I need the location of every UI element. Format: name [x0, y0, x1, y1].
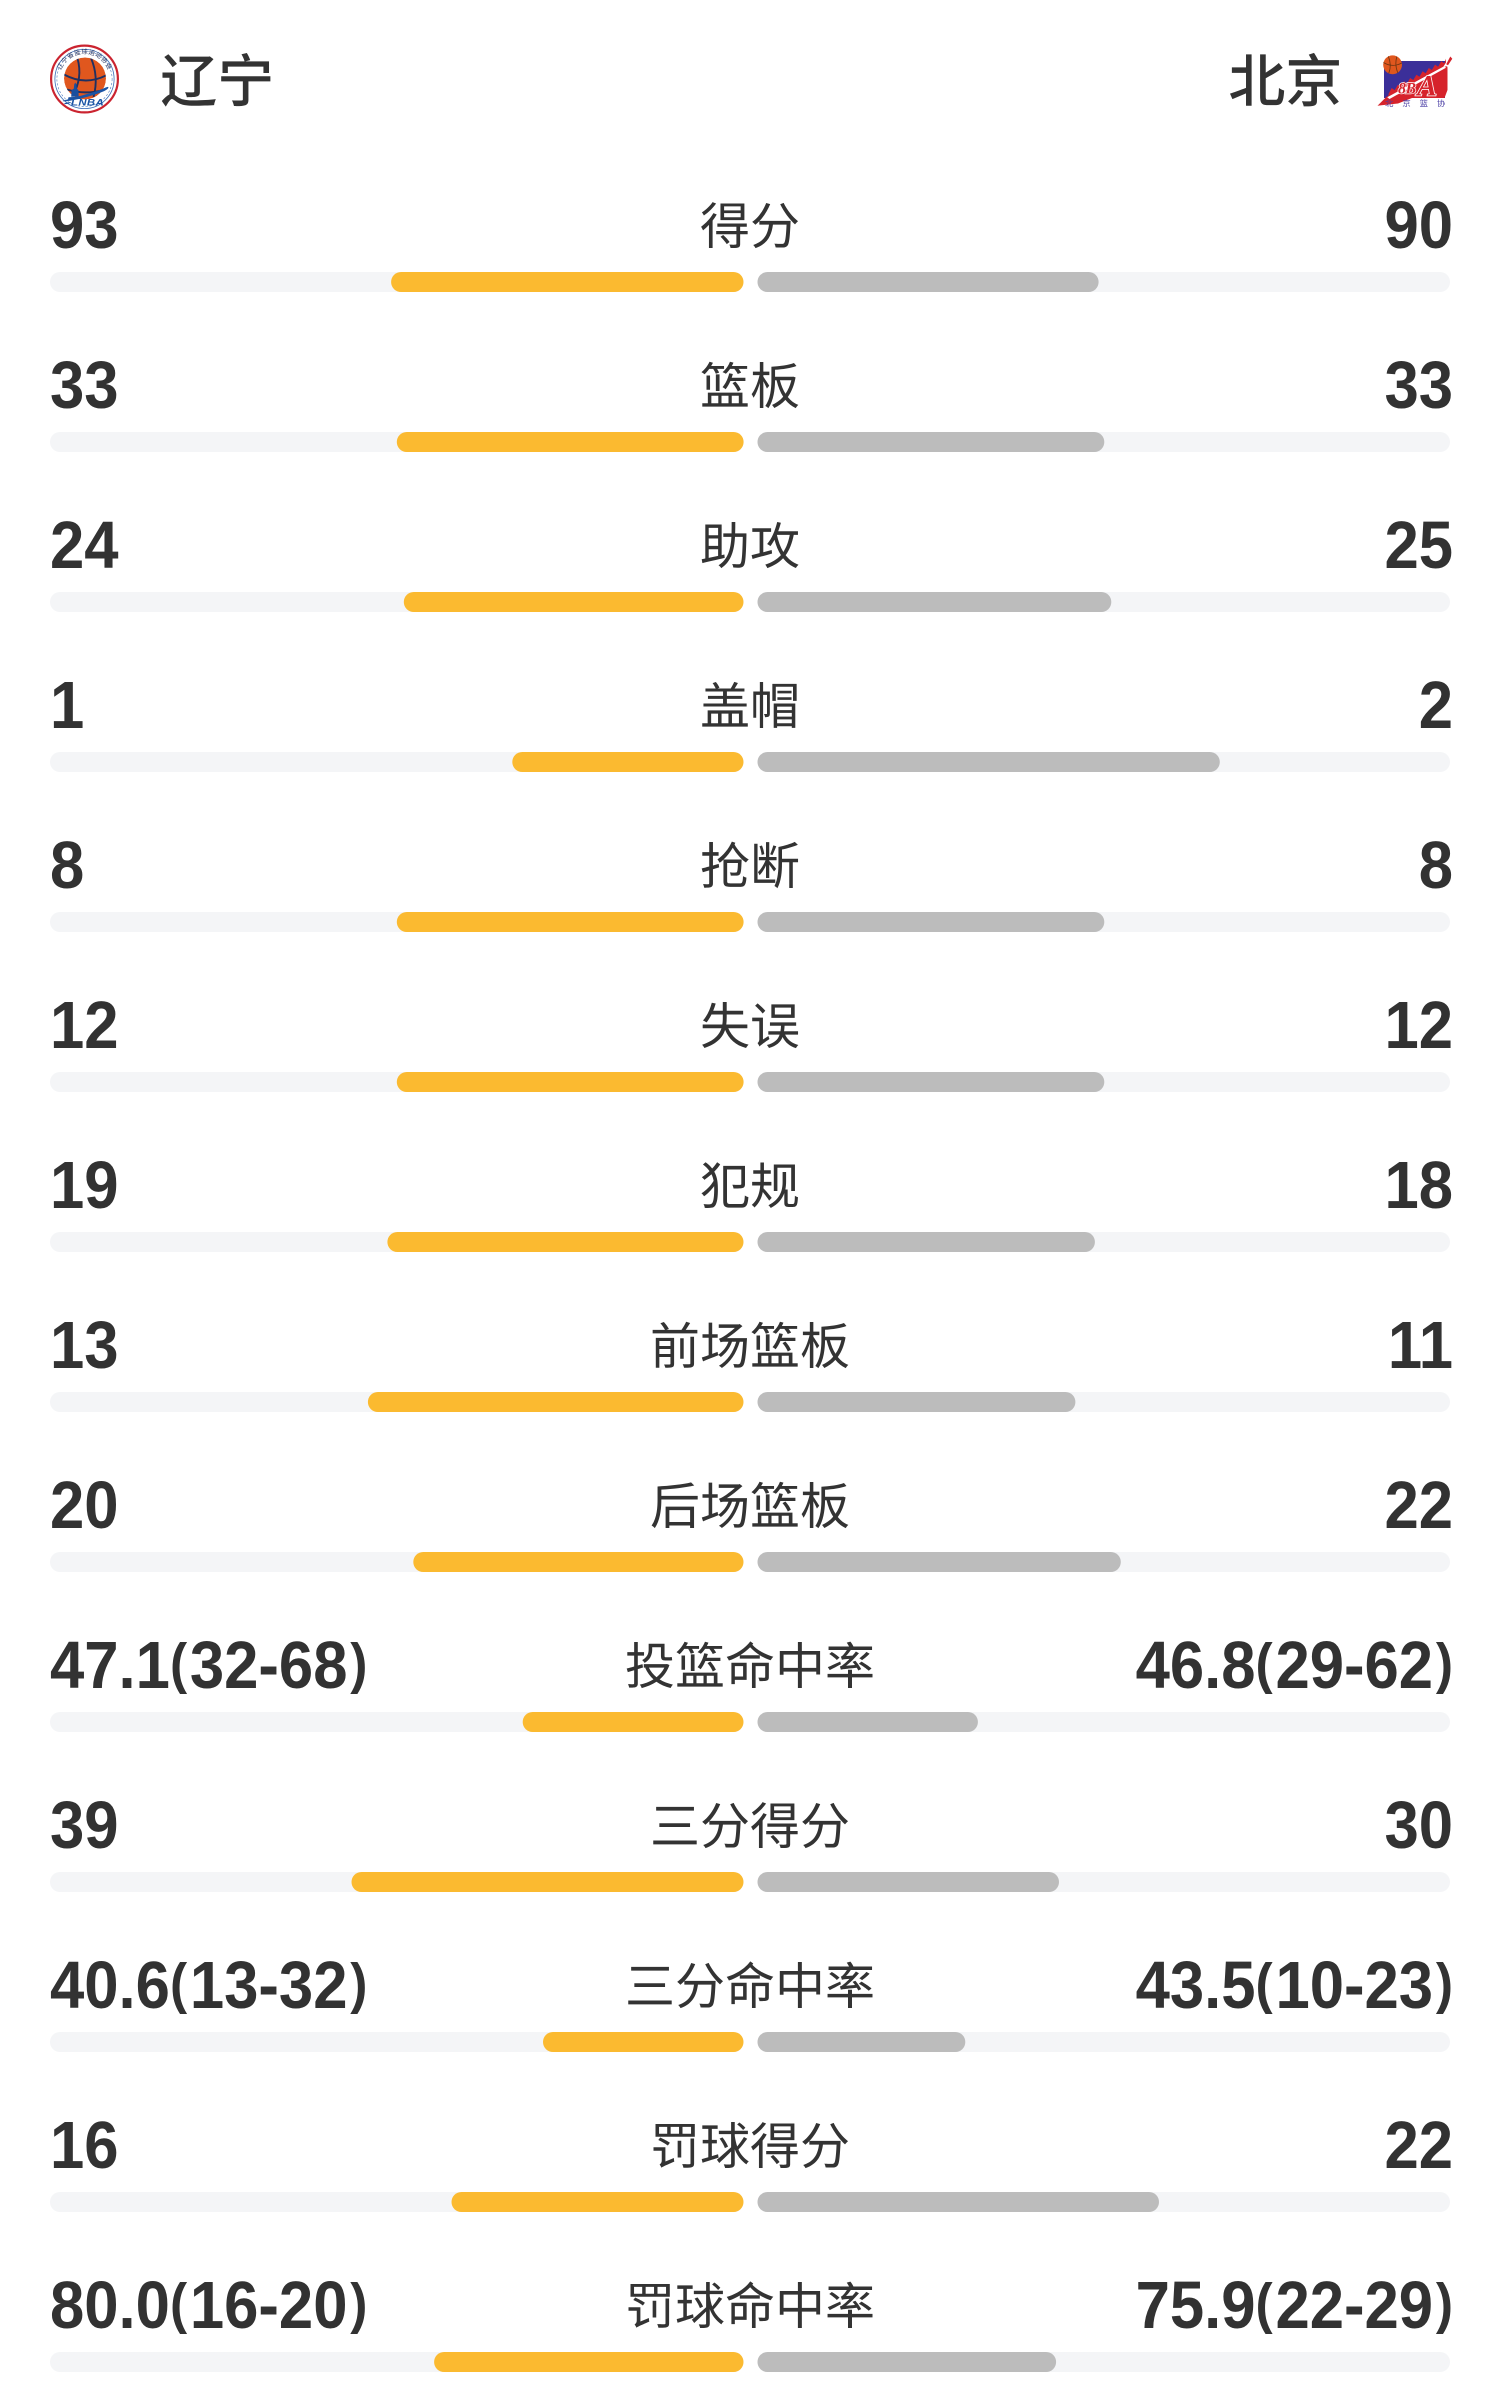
svg-text:18: 18	[1384, 1148, 1453, 1223]
svg-text:13: 13	[50, 1308, 119, 1383]
svg-text:12: 12	[1384, 988, 1453, 1063]
svg-text:A: A	[1415, 70, 1437, 103]
svg-text:19: 19	[50, 1148, 119, 1223]
svg-text:1: 1	[50, 668, 84, 743]
svg-text:12: 12	[50, 988, 119, 1063]
svg-text:22: 22	[1384, 2108, 1453, 2183]
svg-text:93: 93	[50, 188, 119, 263]
svg-text:46.8(​29-62)​: 46.8(​29-62)​	[1136, 1628, 1453, 1703]
svg-text:75.9(​22-29)​: 75.9(​22-29)​	[1136, 2268, 1453, 2343]
svg-text:33: 33	[1384, 348, 1453, 423]
svg-text:LNBA: LNBA	[71, 98, 104, 108]
svg-text:16: 16	[50, 2108, 119, 2183]
svg-text:39: 39	[50, 1788, 119, 1863]
svg-text:24: 24	[50, 508, 119, 583]
svg-text:20: 20	[50, 1468, 119, 1543]
svg-text:2: 2	[1419, 668, 1453, 743]
svg-text:33: 33	[50, 348, 119, 423]
svg-text:47.1(​32-68)​: 47.1(​32-68)​	[50, 1628, 367, 1703]
svg-text:43.5(​10-23)​: 43.5(​10-23)​	[1136, 1948, 1453, 2023]
svg-text:22: 22	[1384, 1468, 1453, 1543]
svg-text:90: 90	[1384, 188, 1453, 263]
svg-text:80.0(​16-20)​: 80.0(​16-20)​	[50, 2268, 367, 2343]
svg-text:11: 11	[1388, 1308, 1453, 1383]
svg-text:25: 25	[1384, 508, 1453, 583]
svg-text:8B: 8B	[1398, 81, 1417, 98]
svg-text:8: 8	[50, 828, 84, 903]
svg-text:30: 30	[1384, 1788, 1453, 1863]
svg-text:8: 8	[1419, 828, 1453, 903]
svg-text:40.6(​13-32)​: 40.6(​13-32)​	[50, 1948, 367, 2023]
